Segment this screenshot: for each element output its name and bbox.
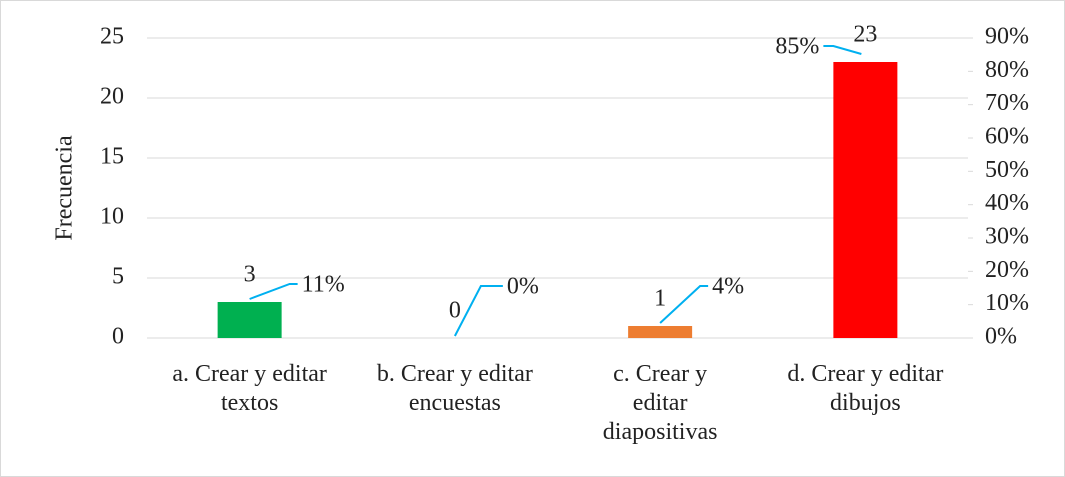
y2-tick-label: 70% bbox=[985, 90, 1029, 116]
y-tick-label: 5 bbox=[112, 264, 124, 290]
y2-tick-label: 60% bbox=[985, 124, 1029, 150]
y2-tick-label: 50% bbox=[985, 157, 1029, 183]
percent-leader bbox=[659, 285, 709, 324]
percent-label: 4% bbox=[712, 274, 744, 300]
y-tick-label: 10 bbox=[100, 204, 124, 230]
bar bbox=[833, 62, 898, 338]
value-label: 0 bbox=[449, 298, 461, 324]
percent-label: 0% bbox=[507, 274, 539, 300]
percent-leader bbox=[453, 285, 503, 337]
bar bbox=[217, 302, 282, 338]
value-label: 23 bbox=[853, 22, 877, 48]
value-label: 1 bbox=[654, 286, 666, 312]
y2-tick-label: 40% bbox=[985, 190, 1029, 216]
y2-tick-label: 20% bbox=[985, 257, 1029, 283]
y2-tick-label: 30% bbox=[985, 224, 1029, 250]
y2-tick-label: 10% bbox=[985, 290, 1029, 316]
value-label: 3 bbox=[244, 262, 256, 288]
bar bbox=[628, 326, 693, 338]
percent-label: 85% bbox=[775, 34, 819, 60]
y-tick-label: 15 bbox=[100, 144, 124, 170]
x-tick-label: c. Crear y editar diapositivas bbox=[602, 361, 718, 445]
x-tick-label: d. Crear y editar dibujos bbox=[787, 361, 944, 416]
x-tick-label: a. Crear y editar textos bbox=[172, 361, 327, 416]
y2-tick-label: 80% bbox=[985, 57, 1029, 83]
y2-tick-label: 0% bbox=[985, 324, 1017, 350]
y-tick-label: 25 bbox=[100, 24, 124, 50]
y-tick-label: 0 bbox=[112, 324, 124, 350]
percent-leader bbox=[823, 45, 862, 55]
y-axis-label: Frecuencia bbox=[52, 135, 78, 241]
y-tick-label: 20 bbox=[100, 84, 124, 110]
y2-tick-label: 90% bbox=[985, 24, 1029, 50]
x-tick-label: b. Crear y editar encuestas bbox=[376, 361, 533, 416]
percent-label: 11% bbox=[302, 272, 345, 298]
percent-leader bbox=[249, 283, 298, 300]
